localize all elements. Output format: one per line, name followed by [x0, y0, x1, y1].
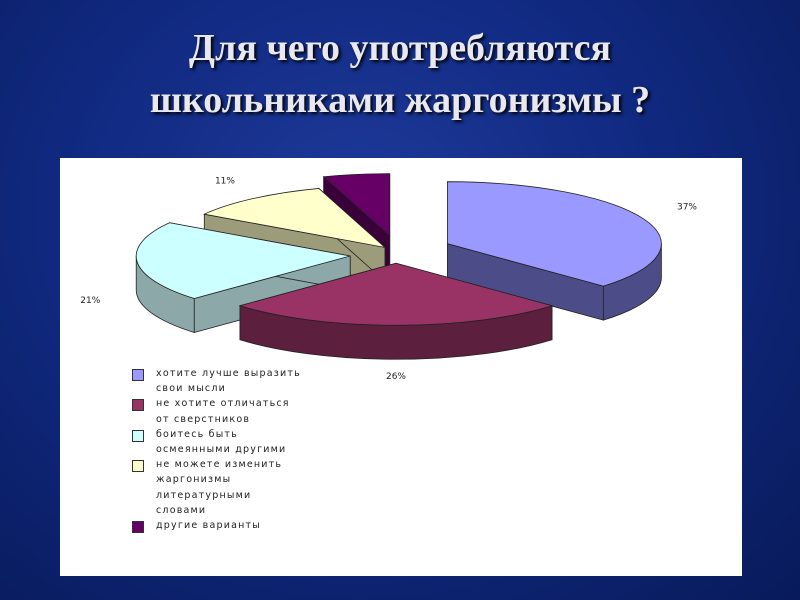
pie-slice-top	[322, 173, 391, 237]
legend-item: другие варианты	[132, 518, 362, 534]
legend-swatch	[132, 399, 144, 412]
slice-value-label: 26%	[386, 372, 406, 382]
legend-item: не можете изменить жаргонизмы литературным…	[132, 457, 362, 518]
chart-legend: хотите лучше выразить свои мысли не хотите…	[132, 366, 362, 534]
pie-slice-3	[135, 222, 351, 333]
legend-label: не можете изменить	[156, 459, 283, 471]
pie-chart: 37% 26% 21% 11% 5%	[80, 158, 697, 382]
legend-item: не хотите отличаться от сверстников	[132, 396, 362, 426]
legend-item: боитесь быть осмеянными другими	[132, 427, 362, 457]
pie-slice-2	[238, 262, 554, 360]
legend-label: свои мысли	[156, 383, 226, 395]
legend-label: не хотите отличаться	[156, 398, 290, 410]
slice-value-label: 11%	[215, 177, 235, 187]
legend-item: хотите лучше выразить свои мысли	[132, 366, 362, 396]
slice-value-label: 5%	[342, 158, 357, 160]
legend-label: боитесь быть	[156, 428, 238, 440]
slice-value-label: 21%	[80, 296, 100, 306]
legend-label: жаргонизмы	[156, 474, 232, 486]
legend-label: осмеянными другими	[156, 444, 287, 456]
pie-slice-top	[202, 188, 387, 249]
slice-value-label: 37%	[677, 203, 697, 213]
pie-slice-top	[238, 262, 554, 326]
legend-label: хотите лучше выразить	[156, 368, 301, 379]
legend-label: от сверстников	[156, 413, 251, 425]
legend-swatch	[132, 369, 144, 381]
slide-title: Для чего употребляются школьниками жарго…	[0, 22, 800, 126]
slide-title-line-2: школьниками жаргонизмы ?	[149, 79, 651, 121]
pie-slice-top	[446, 181, 662, 287]
legend-label: другие варианты	[156, 520, 261, 532]
legend-swatch	[132, 429, 144, 442]
legend-label: литературными	[156, 489, 252, 501]
legend-swatch	[132, 521, 144, 534]
chart-panel: 37% 26% 21% 11% 5% хотите лучше выразить свои…	[60, 158, 742, 576]
legend-swatch	[132, 460, 144, 473]
pie-slice-top	[135, 222, 351, 299]
legend-label: словами	[156, 504, 207, 516]
pie-slice-1	[446, 181, 662, 321]
slide-title-line-1: Для чего употребляются	[188, 27, 612, 69]
